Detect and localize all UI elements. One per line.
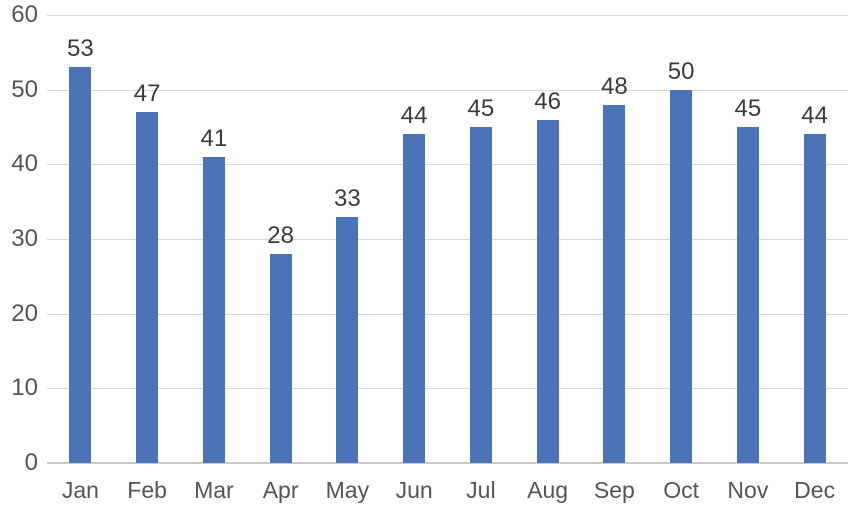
gridline-60 bbox=[47, 15, 848, 16]
gridline-30 bbox=[47, 239, 848, 240]
bar-jun bbox=[403, 134, 426, 463]
plot-area bbox=[47, 15, 848, 464]
bar-value-label-feb: 47 bbox=[133, 80, 161, 108]
bar-dec bbox=[803, 134, 826, 463]
x-tick-label-jan: Jan bbox=[61, 477, 99, 503]
x-tick-label-mar: Mar bbox=[194, 477, 234, 503]
x-tick-label-jul: Jul bbox=[466, 477, 496, 503]
bar-jul bbox=[469, 127, 492, 463]
bar-value-label-apr: 28 bbox=[267, 221, 294, 249]
bar-value-label-jun: 44 bbox=[400, 102, 428, 130]
bar-apr bbox=[269, 253, 292, 463]
x-tick-label-sep: Sep bbox=[593, 477, 635, 503]
x-tick-label-apr: Apr bbox=[262, 477, 299, 503]
gridline-40 bbox=[47, 164, 848, 166]
bar-value-label-dec: 44 bbox=[801, 102, 828, 130]
bar-sep bbox=[603, 104, 626, 463]
y-tick-label-40: 40 bbox=[11, 150, 38, 178]
bar-value-label-aug: 46 bbox=[534, 87, 561, 115]
y-tick-label-0: 0 bbox=[24, 449, 38, 476]
gridline-50 bbox=[47, 89, 848, 91]
bar-value-label-sep: 48 bbox=[601, 72, 628, 100]
x-tick-label-may: May bbox=[325, 477, 370, 503]
x-axis-line bbox=[47, 462, 848, 464]
y-tick-label-10: 10 bbox=[11, 374, 38, 402]
y-tick-label-60: 60 bbox=[11, 1, 38, 28]
bar-value-label-oct: 50 bbox=[667, 57, 695, 85]
x-tick-label-jun: Jun bbox=[395, 477, 433, 503]
bar-may bbox=[336, 216, 359, 463]
bar-jan bbox=[69, 67, 92, 463]
y-tick-label-50: 50 bbox=[11, 75, 38, 103]
bar-feb bbox=[136, 112, 159, 463]
bar-aug bbox=[536, 119, 559, 463]
gridline-10 bbox=[47, 388, 848, 390]
bar-oct bbox=[670, 89, 693, 463]
bar-value-label-jul: 45 bbox=[467, 95, 495, 122]
x-tick-label-feb: Feb bbox=[127, 477, 167, 503]
bar-nov bbox=[736, 127, 759, 463]
x-tick-label-oct: Oct bbox=[663, 477, 700, 503]
x-tick-label-dec: Dec bbox=[794, 477, 836, 503]
bar-value-label-mar: 41 bbox=[200, 124, 228, 152]
gridline-20 bbox=[47, 313, 848, 315]
bar-mar bbox=[202, 156, 225, 463]
y-tick-label-30: 30 bbox=[11, 225, 38, 252]
bar-value-label-jan: 53 bbox=[67, 35, 94, 63]
x-tick-label-nov: Nov bbox=[727, 477, 769, 503]
bar-value-label-may: 33 bbox=[334, 184, 361, 212]
y-tick-label-20: 20 bbox=[11, 299, 38, 327]
bar-value-label-nov: 45 bbox=[734, 95, 762, 122]
x-tick-label-aug: Aug bbox=[527, 477, 569, 503]
